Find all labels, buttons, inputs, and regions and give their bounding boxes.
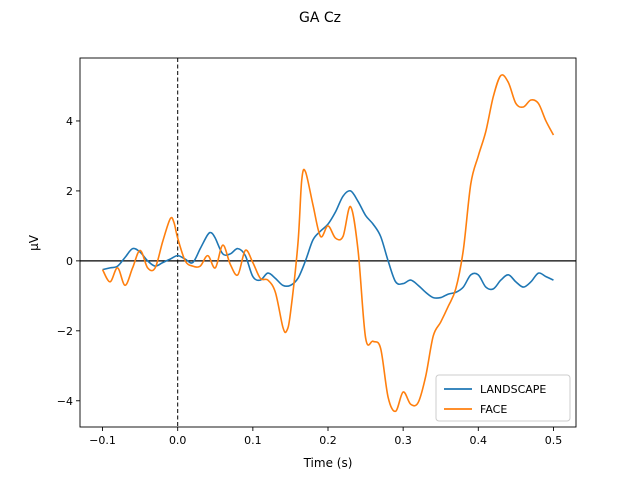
series-line-face bbox=[101, 74, 555, 413]
legend-label-landscape: LANDSCAPE bbox=[480, 383, 546, 396]
legend-label-face: FACE bbox=[480, 403, 507, 416]
plot-area bbox=[79, 57, 577, 428]
y-tick-label: 2 bbox=[66, 185, 73, 198]
x-tick-label: 0.0 bbox=[169, 434, 187, 447]
x-axis: −0.1 0.0 0.1 0.2 0.3 0.4 0.5 bbox=[89, 427, 562, 447]
y-tick-label: −2 bbox=[57, 325, 73, 338]
y-axis-label: µV bbox=[27, 234, 41, 251]
x-tick-label: −0.1 bbox=[89, 434, 116, 447]
y-axis: −4 −2 0 2 4 bbox=[57, 115, 80, 408]
plot-lines bbox=[80, 58, 576, 427]
chart-title: GA Cz bbox=[299, 10, 341, 26]
x-tick-label: 0.3 bbox=[394, 434, 412, 447]
y-tick-label: 0 bbox=[66, 255, 73, 268]
legend: LANDSCAPE FACE bbox=[435, 374, 571, 422]
x-tick-label: 0.1 bbox=[244, 434, 262, 447]
x-tick-label: 0.2 bbox=[319, 434, 337, 447]
x-tick-label: 0.5 bbox=[545, 434, 563, 447]
x-tick-label: 0.4 bbox=[470, 434, 488, 447]
x-axis-label: Time (s) bbox=[303, 456, 353, 470]
y-tick-label: 4 bbox=[66, 115, 73, 128]
y-tick-label: −4 bbox=[57, 395, 73, 408]
series-line-landscape bbox=[102, 189, 554, 299]
